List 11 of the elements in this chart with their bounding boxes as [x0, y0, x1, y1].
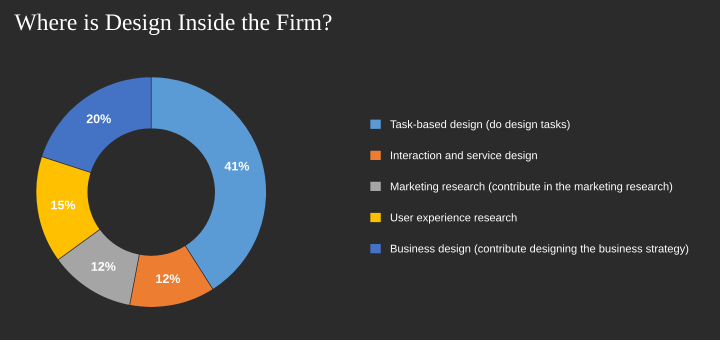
legend-label: Marketing research (contribute in the marketing research) — [390, 182, 672, 193]
data-label: 41% — [224, 162, 250, 171]
data-label: 12% — [156, 274, 180, 284]
legend-label: Task-based design (do design tasks) — [390, 120, 570, 130]
legend-label: User experience research — [390, 213, 516, 224]
data-label: 20% — [86, 114, 111, 124]
data-label: 15% — [51, 200, 76, 210]
chart-title: Where is Design Inside the Firm? — [14, 14, 332, 36]
legend-label: Interaction and service design — [391, 151, 537, 162]
legend-label: Business design (contribute designing the business strategy) — [390, 244, 688, 255]
data-label: 12% — [92, 262, 116, 271]
